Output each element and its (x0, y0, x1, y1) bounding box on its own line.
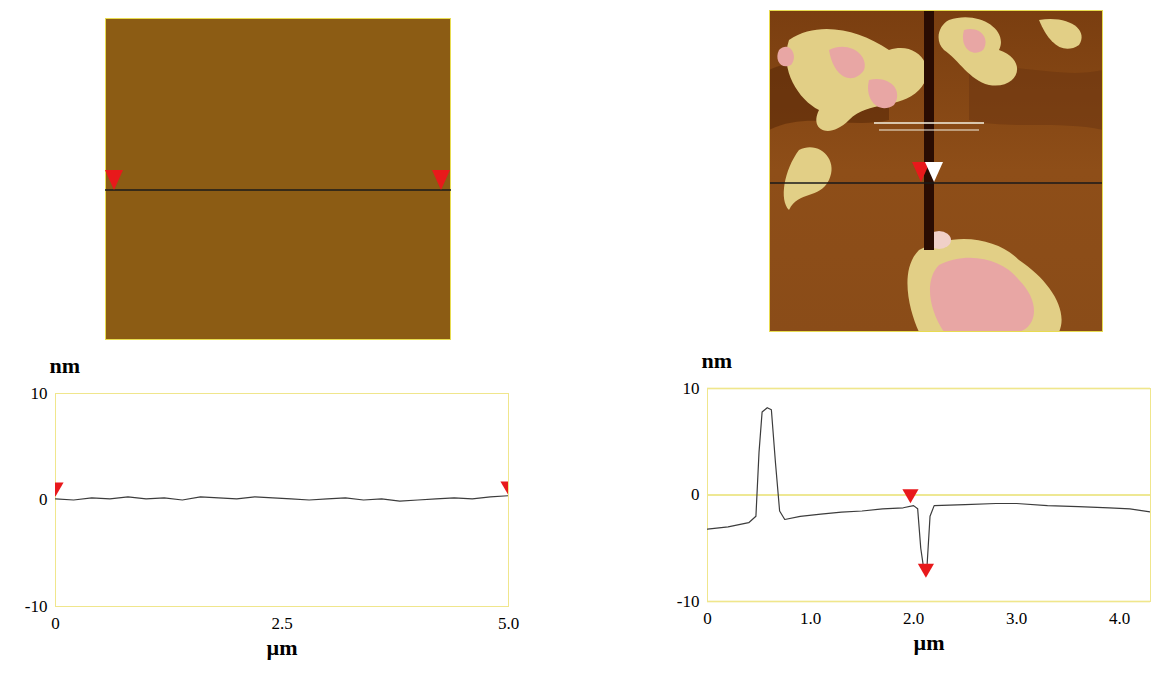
svg-text:2.5: 2.5 (271, 614, 292, 633)
svg-text:10: 10 (683, 379, 700, 398)
svg-text:0: 0 (691, 485, 700, 504)
svg-text:µm: µm (913, 630, 944, 655)
svg-text:5.0: 5.0 (498, 614, 519, 633)
svg-text:0: 0 (51, 614, 60, 633)
svg-text:4.0: 4.0 (1109, 609, 1130, 628)
svg-text:1.0: 1.0 (800, 609, 821, 628)
svg-text:2.0: 2.0 (903, 609, 924, 628)
svg-text:-10: -10 (25, 597, 48, 616)
svg-text:0: 0 (703, 609, 712, 628)
svg-text:10: 10 (31, 384, 48, 403)
svg-text:3.0: 3.0 (1006, 609, 1027, 628)
svg-text:nm: nm (702, 348, 733, 373)
svg-text:nm: nm (50, 353, 81, 378)
svg-text:0: 0 (39, 490, 48, 509)
svg-text:-10: -10 (677, 592, 700, 611)
svg-text:µm: µm (266, 635, 297, 660)
